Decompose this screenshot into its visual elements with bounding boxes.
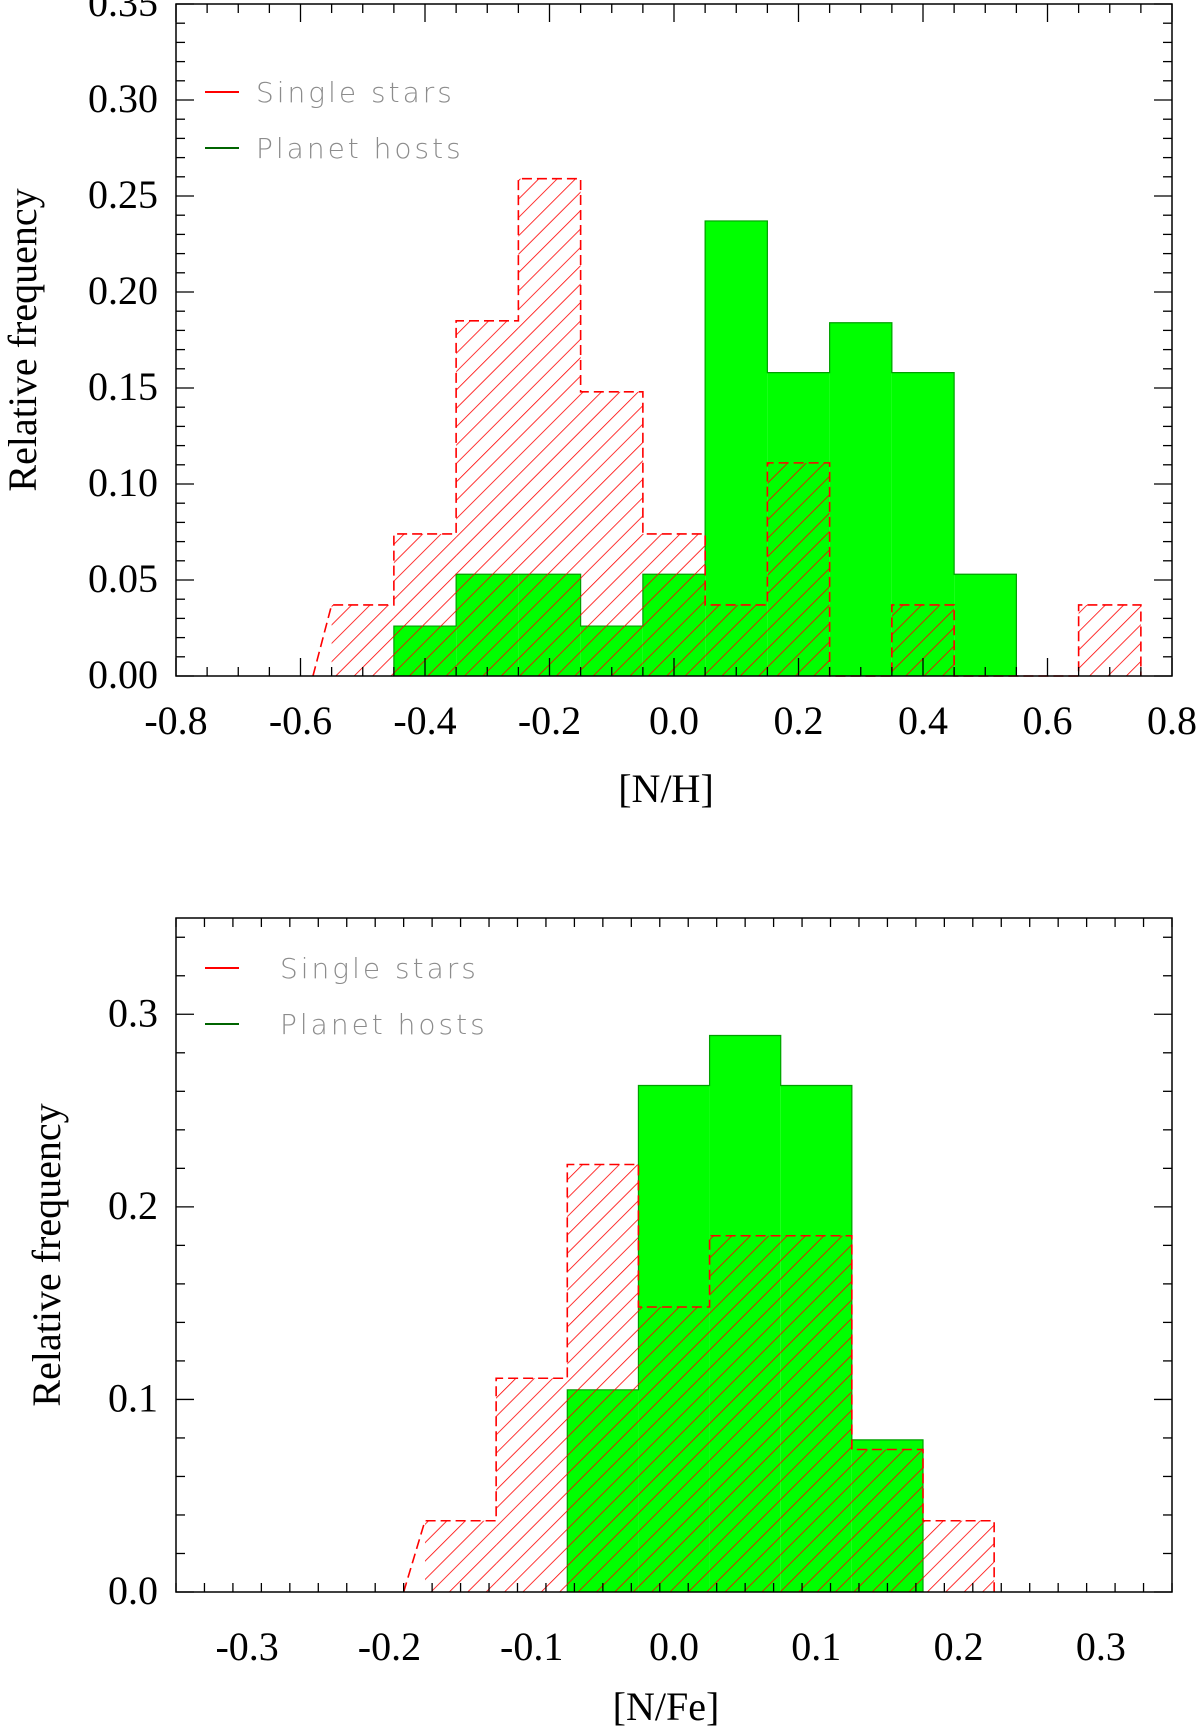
bar-single-stars-2 xyxy=(456,320,519,676)
y-tick-label: 0.15 xyxy=(88,364,158,409)
bar-single-stars-1 xyxy=(496,1378,568,1592)
x-tick-label: 0.3 xyxy=(1076,1624,1126,1669)
y-tick-label: 0.20 xyxy=(88,268,158,313)
x-tick-label: 0.2 xyxy=(934,1624,984,1669)
y-axis-title: Relative frequency xyxy=(0,188,45,491)
bar-single-stars-0 xyxy=(331,604,394,676)
y-axis: 0.0 0.1 0.2 0.3 Relative frequency xyxy=(24,936,1172,1613)
x-tick-label: -0.6 xyxy=(269,698,332,743)
x-tick-label: -0.1 xyxy=(500,1624,563,1669)
bar-single-stars-1 xyxy=(393,533,457,676)
bar-single-stars-3 xyxy=(518,178,581,676)
chart-panel-1: -0.8 -0.6 -0.4 -0.2 0.0 0.2 0.4 0.6 0.8 [N/H] 0.00… xyxy=(0,0,1197,811)
bar-planet-hosts-9 xyxy=(954,574,1017,676)
bar-planet-hosts-5 xyxy=(705,220,768,676)
x-tick-label: -0.3 xyxy=(215,1624,278,1669)
x-tick-label: 0.4 xyxy=(898,698,948,743)
y-tick-label: 0.3 xyxy=(108,990,158,1035)
legend: Single stars Planet hosts xyxy=(205,76,464,165)
x-tick-label: -0.4 xyxy=(393,698,456,743)
x-axis: -0.3 -0.2 -0.1 0.0 0.1 0.2 0.3 [N/Fe] xyxy=(175,918,1173,1729)
y-tick-label: 0.25 xyxy=(88,172,158,217)
bar-single-stars-12 xyxy=(1078,604,1141,676)
y-tick-label: 0.05 xyxy=(88,556,158,601)
bar-planet-hosts-7 xyxy=(829,322,892,676)
plot-frame xyxy=(175,917,1173,1593)
bar-single-stars-7 xyxy=(923,1520,995,1592)
bar-single-stars-0 xyxy=(425,1520,497,1592)
bar-single-stars-5 xyxy=(642,533,706,676)
x-tick-label: -0.2 xyxy=(358,1624,421,1669)
y-tick-label: 0.0 xyxy=(108,1568,158,1613)
x-tick-label: -0.2 xyxy=(518,698,581,743)
bar-single-stars-5 xyxy=(780,1235,852,1592)
x-axis: -0.8 -0.6 -0.4 -0.2 0.0 0.2 0.4 0.6 0.8 [N/H] xyxy=(144,4,1197,811)
x-tick-label: 0.2 xyxy=(774,698,824,743)
y-tick-label: 0.2 xyxy=(108,1183,158,1228)
legend-label: Planet hosts xyxy=(280,1008,488,1041)
legend-label: Planet hosts xyxy=(256,132,464,165)
bar-single-stars-2 xyxy=(567,1164,639,1592)
y-tick-label: 0.30 xyxy=(88,76,158,121)
chart-panel-2: -0.3 -0.2 -0.1 0.0 0.1 0.2 0.3[N/Fe]0.00.10.20… xyxy=(24,917,1173,1729)
bar-single-stars-3 xyxy=(638,1306,710,1592)
x-tick-label: -0.8 xyxy=(144,698,207,743)
y-tick-label: 0.1 xyxy=(108,1375,158,1420)
x-tick-label: 0.1 xyxy=(791,1624,841,1669)
bar-single-stars-7 xyxy=(767,462,830,676)
bar-single-stars-6 xyxy=(705,604,768,676)
y-tick-label: 0.00 xyxy=(88,652,158,697)
single-stars-outline xyxy=(402,1163,995,1593)
y-axis: 0.00 0.05 0.10 0.15 0.20 0.25 0.30 0.35 Relative… xyxy=(0,0,1172,697)
y-axis-title: Relative frequency xyxy=(24,1103,69,1406)
bar-single-stars-4 xyxy=(580,391,643,676)
bar-single-stars-6 xyxy=(851,1449,923,1592)
y-tick-label: 0.10 xyxy=(88,460,158,505)
x-tick-label: 0.8 xyxy=(1147,698,1197,743)
legend: Single stars Planet hosts xyxy=(205,952,488,1041)
series-single-stars xyxy=(402,1163,995,1593)
x-axis-title: [N/Fe] xyxy=(613,1684,720,1729)
bar-single-stars-4 xyxy=(709,1235,781,1592)
x-tick-label: 0.0 xyxy=(649,698,699,743)
legend-label: Single stars xyxy=(256,76,455,109)
x-axis-title: [N/H] xyxy=(618,766,714,811)
x-tick-label: 0.6 xyxy=(1023,698,1073,743)
series-single-stars xyxy=(312,177,1142,677)
legend-label: Single stars xyxy=(280,952,479,985)
y-tick-label: 0.35 xyxy=(88,0,158,25)
x-tick-label: 0.0 xyxy=(649,1624,699,1669)
